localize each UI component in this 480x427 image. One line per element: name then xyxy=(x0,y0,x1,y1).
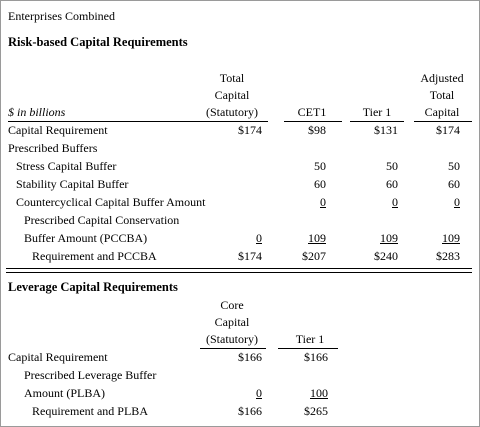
cell-tier1: 109 xyxy=(380,231,398,245)
row-label: Capital Requirement xyxy=(8,123,108,137)
risk-based-heading: Risk-based Capital Requirements xyxy=(8,35,188,49)
section-divider xyxy=(6,268,472,273)
header-rule xyxy=(284,121,342,122)
cell-core: $166 xyxy=(238,350,262,364)
row-label: Stability Capital Buffer xyxy=(16,177,129,191)
cell-adj: 0 xyxy=(454,195,460,209)
row-label: Capital Requirement xyxy=(8,350,108,364)
cell-cet1: $207 xyxy=(302,249,326,263)
cell-tier1: 50 xyxy=(386,159,398,173)
header-rule xyxy=(278,348,338,349)
col-adj-line2: Total xyxy=(429,88,455,102)
cell-cet1: 50 xyxy=(314,159,326,173)
row-label: Countercyclical Capital Buffer Amount xyxy=(16,195,206,209)
cell-cet1: $98 xyxy=(308,123,326,137)
cell-tier1: $166 xyxy=(304,350,328,364)
header-rule xyxy=(350,121,404,122)
cell-adj: 60 xyxy=(448,177,460,191)
row-label: Amount (PLBA) xyxy=(24,386,105,400)
page-title: Enterprises Combined xyxy=(8,9,115,23)
col-total-line3: (Statutory) xyxy=(206,105,258,119)
row-label: Prescribed Buffers xyxy=(8,141,98,155)
cell-core: 0 xyxy=(256,386,262,400)
col-core-line2: Capital xyxy=(214,315,250,329)
header-rule xyxy=(8,121,268,122)
cell-tier1: 0 xyxy=(392,195,398,209)
col-total-line1: Total xyxy=(219,71,245,85)
cell-adj: 109 xyxy=(442,231,460,245)
cell-cet1: 109 xyxy=(308,231,326,245)
row-label: Stress Capital Buffer xyxy=(16,159,117,173)
row-label: Prescribed Capital Conservation xyxy=(24,213,180,227)
cell-tier1: 60 xyxy=(386,177,398,191)
leverage-heading: Leverage Capital Requirements xyxy=(8,280,178,294)
col-tier1-header: Tier 1 xyxy=(362,105,392,119)
cell-cet1: 0 xyxy=(320,195,326,209)
row-label: Prescribed Leverage Buffer xyxy=(24,368,157,382)
cell-tier1: $131 xyxy=(374,123,398,137)
row-label: Requirement and PLBA xyxy=(32,404,148,418)
cell-tier1: $240 xyxy=(374,249,398,263)
cell-tier1: $265 xyxy=(304,404,328,418)
cell-total: $174 xyxy=(238,249,262,263)
cell-total: $174 xyxy=(238,123,262,137)
col-lev-tier1-header: Tier 1 xyxy=(295,332,325,346)
cell-core: $166 xyxy=(238,404,262,418)
cell-total: 0 xyxy=(256,231,262,245)
cell-cet1: 60 xyxy=(314,177,326,191)
cell-adj: $283 xyxy=(436,249,460,263)
row-label: Requirement and PCCBA xyxy=(32,249,157,263)
units-label: $ in billions xyxy=(8,105,66,119)
col-core-line3: (Statutory) xyxy=(206,332,258,346)
header-rule xyxy=(200,348,266,349)
col-core-line1: Core xyxy=(220,298,244,312)
cell-adj: $174 xyxy=(436,123,460,137)
cell-adj: 50 xyxy=(448,159,460,173)
col-total-line2: Capital xyxy=(214,88,250,102)
col-adj-line1: Adjusted xyxy=(420,71,464,85)
cell-tier1: 100 xyxy=(310,386,328,400)
col-adj-line3: Capital xyxy=(424,105,460,119)
row-label: Buffer Amount (PCCBA) xyxy=(24,231,148,245)
header-rule xyxy=(414,121,472,122)
col-cet1-header: CET1 xyxy=(297,105,327,119)
